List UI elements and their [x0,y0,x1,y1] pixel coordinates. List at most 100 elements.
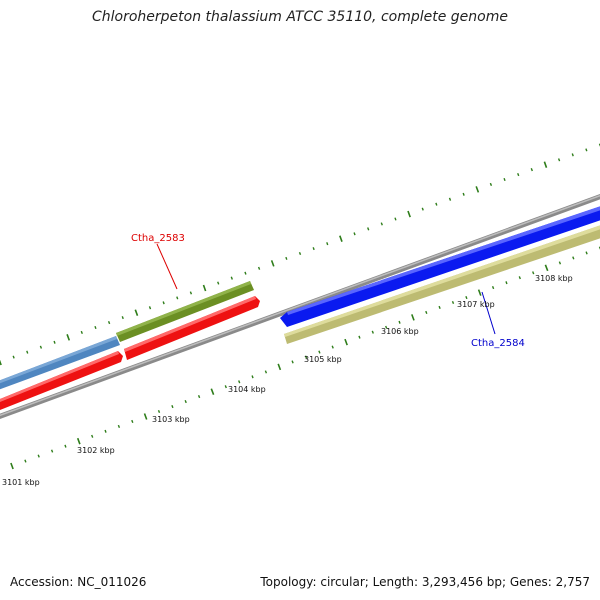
inner-ring-tick [117,424,121,428]
outer-ring-tick [107,320,111,325]
outer-ring-tick [26,350,29,354]
gene-olive-forward[interactable] [116,281,254,342]
inner-ring-tick [277,363,282,371]
outer-ring-tick [94,325,97,330]
tick-label-3104: 3104 kbp [228,385,266,394]
outer-ring-tick [162,301,165,305]
outer-ring-tick [339,235,343,242]
outer-ring-tick [12,355,15,359]
inner-ring-tick [371,330,374,334]
genome-backbone [0,193,600,420]
accession-text: Accession: NC_011026 [10,575,147,589]
inner-ring-tick [491,286,495,290]
map-title: Chloroherpeton thalassium ATCC 35110, co… [92,9,508,25]
tick-label-3103: 3103 kbp [152,415,190,424]
outer-ring-tick [421,207,424,211]
outer-ring-tick [66,334,71,341]
outer-ring-tick [489,182,493,187]
inner-ring-tick [184,400,187,404]
inner-ring-tick [37,454,40,458]
outer-ring-tick [475,186,480,193]
outer-ring-tick [435,202,438,206]
outer-ring-tick [394,217,397,221]
outer-ring-tick [530,168,533,172]
outer-ring-tick [80,330,83,334]
inner-ring-tick [76,437,81,445]
outer-ring-tick [134,309,139,316]
inner-ring-tick [224,385,227,389]
outer-ring-tick [407,210,411,218]
label-leader-ctha-2584 [481,291,496,335]
inner-ring-tick [143,413,148,420]
genome-summary-text: Topology: circular; Length: 3,293,456 bp… [260,575,590,589]
outer-ring-tick [270,260,275,267]
gene-red-reverse-1[interactable] [0,351,123,414]
outer-ring-tick [244,271,247,275]
outer-ring-tick [189,291,193,295]
inner-ring-tick [197,395,201,399]
gene-blue-forward[interactable] [0,336,120,393]
inner-ring-tick [411,314,415,321]
outer-tick-ring [0,143,600,366]
inner-ring-tick [477,289,482,296]
inner-ring-tick [318,350,321,354]
outer-ring-tick [585,148,588,152]
outer-ring-tick [462,192,465,196]
inner-ring-tick [425,310,428,314]
inner-ring-tick [505,281,508,285]
outer-ring-tick [503,177,506,182]
inner-ring-tick [304,355,308,359]
gene-blue-reverse[interactable] [280,203,600,327]
outer-ring-tick [148,306,152,310]
inner-ring-tick [532,271,535,275]
inner-ring-tick [64,444,67,448]
outer-ring-tick [557,158,561,162]
inner-ring-tick [344,338,348,346]
inner-ring-tick [91,434,94,438]
tick-label-3106: 3106 kbp [381,327,419,336]
inner-ring-tick [238,380,241,384]
outer-ring-tick [543,161,548,168]
inner-ring-tick [24,459,27,463]
outer-ring-tick [353,232,356,236]
outer-ring-tick [312,247,315,251]
inner-tick-ring [10,246,600,470]
inner-ring-tick [438,305,441,310]
outer-ring-tick [39,345,43,349]
outer-ring-tick [326,242,329,246]
outer-ring-tick [517,173,520,177]
outer-ring-tick [217,281,220,285]
inner-ring-tick [518,276,521,280]
gene-khaki-reverse[interactable] [284,222,600,344]
inner-ring-tick [544,264,549,272]
gene-label-ctha-2584[interactable]: Ctha_2584 [471,338,525,349]
outer-ring-tick [230,276,233,280]
inner-ring-tick [210,388,215,395]
inner-ring-tick [264,370,268,374]
label-leader-ctha-2583 [156,243,178,290]
gene-label-ctha-2583[interactable]: Ctha_2583 [131,233,185,244]
outer-ring-tick [0,359,2,366]
inner-ring-tick [558,261,562,265]
tick-label-3107: 3107 kbp [457,300,495,309]
inner-ring-tick [385,325,388,329]
tick-label-3101: 3101 kbp [2,478,40,487]
inner-ring-tick [104,429,107,433]
outer-ring-tick [176,296,179,300]
outer-ring-tick [298,251,302,256]
outer-ring-tick [257,266,261,270]
inner-ring-tick [358,335,361,339]
inner-ring-tick [251,375,254,379]
outer-ring-tick [121,316,124,320]
inner-ring-tick [331,345,334,349]
gene-red-reverse-2[interactable] [124,296,260,360]
inner-ring-tick [157,409,161,414]
tick-label-3108: 3108 kbp [535,274,573,283]
outer-ring-tick [571,153,574,157]
outer-ring-tick [448,197,452,201]
outer-ring-tick [53,340,56,344]
tick-label-3105: 3105 kbp [304,355,342,364]
inner-ring-tick [398,320,401,324]
tick-label-3102: 3102 kbp [77,446,115,455]
